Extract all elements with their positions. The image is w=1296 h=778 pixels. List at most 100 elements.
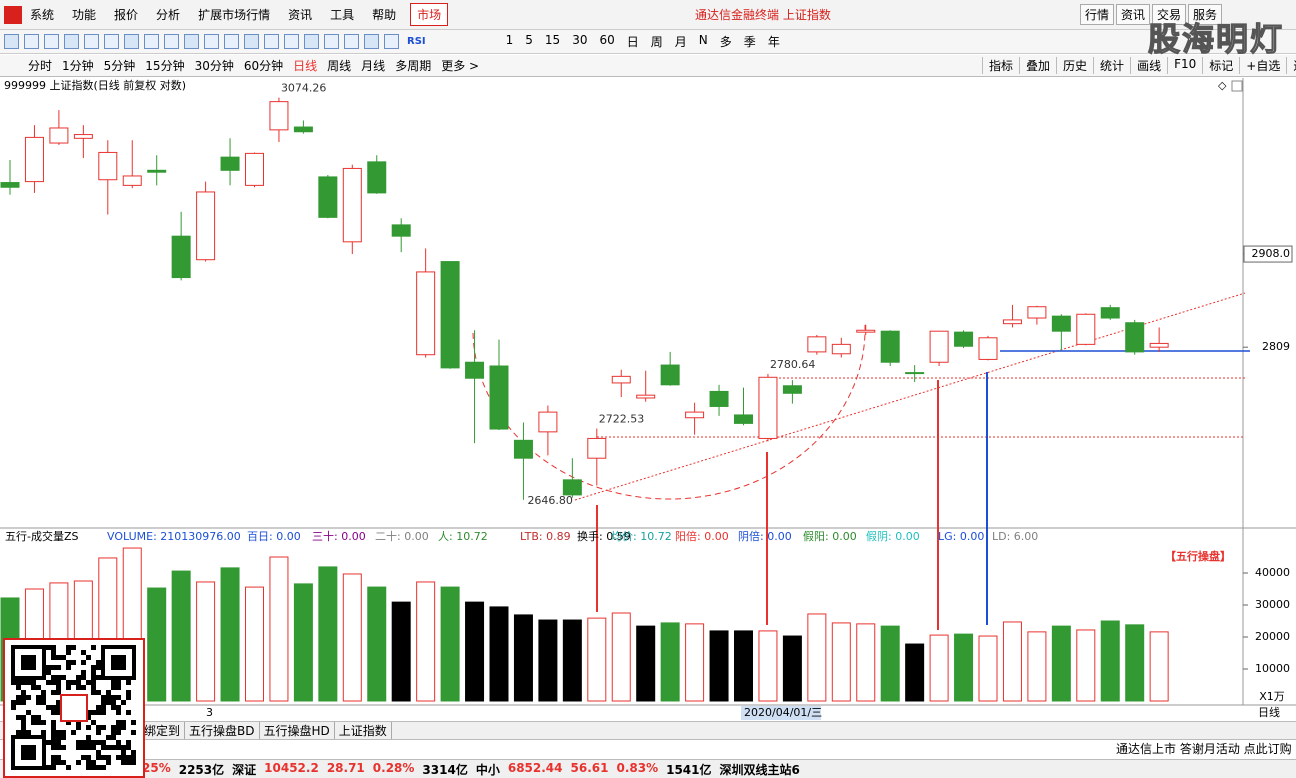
tab[interactable]: 五行操盘BD <box>185 722 260 739</box>
qr-cell <box>51 705 56 710</box>
pane-button[interactable] <box>1231 80 1243 92</box>
tool-icon[interactable] <box>264 34 279 49</box>
period-button[interactable]: 日 <box>626 35 639 49</box>
tool-icon[interactable] <box>364 34 379 49</box>
period-tab[interactable]: 30分钟 <box>194 59 234 73</box>
period-tab[interactable]: 5分钟 <box>103 59 136 73</box>
qr-cell <box>61 730 66 735</box>
period-tab[interactable]: 周线 <box>327 59 352 73</box>
watermark: 股海明灯 <box>1147 19 1285 58</box>
period-button[interactable]: 1 <box>505 33 514 47</box>
menu-item[interactable]: 工具 <box>330 8 355 22</box>
tool-icon[interactable] <box>344 34 359 49</box>
arc-drawing <box>472 324 866 500</box>
qr-cell <box>76 685 81 690</box>
candle-body <box>293 126 313 133</box>
candle-body <box>489 365 509 430</box>
rsi-button[interactable]: RSI <box>407 36 426 47</box>
qr-cell <box>16 695 21 700</box>
tool-icon[interactable] <box>384 34 399 49</box>
tool-button[interactable]: 标记 <box>1202 57 1239 74</box>
market-tab[interactable]: 市场 <box>410 3 449 26</box>
tool-icon[interactable] <box>164 34 179 49</box>
period-tab[interactable]: 15分钟 <box>145 59 185 73</box>
menu-item[interactable]: 功能 <box>72 8 97 22</box>
tool-icon[interactable] <box>184 34 199 49</box>
tool-button[interactable]: 画线 <box>1130 57 1167 74</box>
qr-cell <box>56 705 61 710</box>
tool-icon[interactable] <box>24 34 39 49</box>
period-tab[interactable]: 多周期 <box>395 59 432 73</box>
qr-cell <box>101 695 106 700</box>
tool-button[interactable]: 历史 <box>1056 57 1093 74</box>
qr-cell <box>51 735 56 740</box>
menu-button[interactable]: 资讯 <box>1116 4 1151 25</box>
period-tab[interactable]: 60分钟 <box>243 59 284 73</box>
qr-cell <box>86 680 91 685</box>
menu-button[interactable]: 服务 <box>1188 4 1223 25</box>
tool-icon[interactable] <box>144 34 159 49</box>
period-button[interactable]: N <box>698 33 708 47</box>
qr-cell <box>96 710 101 715</box>
tool-button[interactable]: +自选 <box>1239 57 1286 74</box>
period-button[interactable]: 多 <box>719 35 732 49</box>
tool-icon[interactable] <box>84 34 99 49</box>
status-item: 1541亿 <box>666 762 712 777</box>
period-button[interactable]: 季 <box>743 35 756 49</box>
menu-button[interactable]: 行情 <box>1080 4 1115 25</box>
candle-body <box>831 343 851 355</box>
period-button[interactable]: 周 <box>650 35 663 49</box>
menu-item[interactable]: 分析 <box>156 8 181 22</box>
period-button[interactable]: 月 <box>674 35 687 49</box>
period-tab[interactable]: 日线 <box>293 59 318 73</box>
menu-item[interactable]: 报价 <box>114 8 139 22</box>
tab[interactable]: 五行操盘HD <box>260 722 335 739</box>
qr-cell <box>86 725 91 730</box>
period-button[interactable]: 15 <box>544 33 561 47</box>
qr-cell <box>31 720 36 725</box>
period-button[interactable]: 30 <box>572 33 588 47</box>
tool-icon[interactable] <box>64 34 79 49</box>
tab[interactable]: 上证指数 <box>335 722 392 739</box>
tool-button[interactable]: 返回 <box>1286 57 1296 74</box>
tool-button[interactable]: F10 <box>1167 57 1202 74</box>
qr-cell <box>111 745 116 750</box>
period-tab[interactable]: 1分钟 <box>62 59 94 73</box>
tool-icon[interactable] <box>284 34 299 49</box>
tool-icon[interactable] <box>204 34 219 49</box>
period-tab[interactable]: 更多 > <box>441 59 480 73</box>
period-button[interactable]: 60 <box>599 33 615 47</box>
tool-icon[interactable] <box>44 34 59 49</box>
volume-bar <box>513 614 533 702</box>
menu-item[interactable]: 系统 <box>30 8 55 22</box>
tool-icon[interactable] <box>224 34 239 49</box>
tool-icon[interactable] <box>324 34 339 49</box>
tool-button[interactable]: 叠加 <box>1019 57 1056 74</box>
tab[interactable]: 绑定到 <box>140 722 186 739</box>
candle-body <box>929 330 949 363</box>
qr-cell <box>86 710 91 715</box>
tool-icon[interactable] <box>4 34 19 49</box>
tool-icon[interactable] <box>104 34 119 49</box>
candle-body <box>856 329 876 333</box>
tool-button[interactable]: 指标 <box>982 57 1019 74</box>
ad-link[interactable]: 通达信上市 答谢月活动 点此订购 <box>1116 742 1292 756</box>
menu-item[interactable]: 帮助 <box>372 8 397 22</box>
period-tab[interactable]: 分时 <box>28 59 53 73</box>
period-button[interactable]: 年 <box>767 35 780 49</box>
menu-button[interactable]: 交易 <box>1152 4 1187 25</box>
qr-cell <box>121 760 126 765</box>
tool-icon[interactable] <box>124 34 139 49</box>
period-button[interactable]: 5 <box>525 33 533 47</box>
menu-item[interactable]: 扩展市场行情 <box>198 8 271 22</box>
period-tab[interactable]: 月线 <box>361 59 386 73</box>
qr-cell <box>91 680 96 685</box>
tool-button[interactable]: 统计 <box>1093 57 1130 74</box>
tool-icon[interactable] <box>244 34 259 49</box>
price-label: 2646.80 <box>527 494 573 507</box>
menu-item[interactable]: 资讯 <box>288 8 313 22</box>
y-tick-label: 10000 <box>1255 662 1290 675</box>
tool-icon[interactable] <box>304 34 319 49</box>
candle-body <box>636 394 656 399</box>
y-tick-label: 20000 <box>1255 630 1290 643</box>
